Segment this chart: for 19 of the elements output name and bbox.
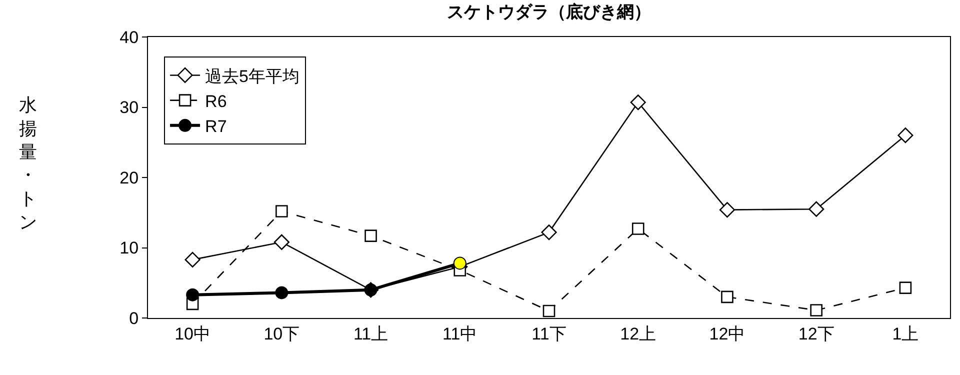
y-tick-label: 10 [120, 238, 139, 258]
x-tick-label: 10下 [264, 324, 300, 344]
x-tick-label: 12下 [798, 324, 834, 344]
x-tick-label: 11下 [532, 324, 566, 344]
x-tick-label: 1上 [892, 324, 919, 344]
x-tick-label: 12中 [709, 324, 746, 344]
legend-label: 過去5年平均 [205, 66, 300, 86]
x-tick-label: 10中 [174, 324, 211, 344]
y-axis-title: 水揚量・トン [19, 95, 37, 232]
x-tick-label: 12上 [620, 324, 656, 344]
legend-label: R7 [205, 117, 227, 136]
legend-label: R6 [205, 92, 227, 111]
x-tick-label: 11中 [442, 324, 478, 344]
chart-title: スケトウダラ（底びき網） [447, 2, 651, 22]
y-tick-label: 30 [120, 98, 139, 118]
y-tick-label: 0 [129, 308, 139, 328]
y-tick-label: 20 [120, 168, 139, 188]
y-tick-label: 40 [120, 28, 139, 47]
x-tick-label: 11上 [353, 324, 388, 344]
